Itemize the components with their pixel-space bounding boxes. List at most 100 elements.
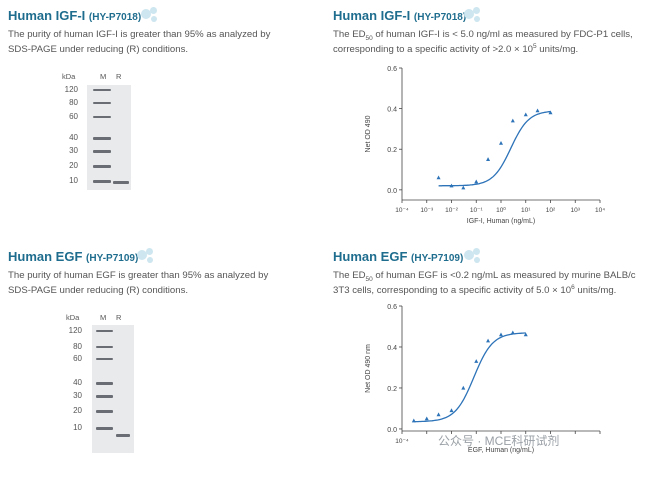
desc-text: 3T3 cells, corresponding to a specific a… bbox=[333, 285, 572, 296]
marker-label: 60 bbox=[73, 354, 82, 363]
data-point bbox=[436, 175, 441, 180]
desc-text: units/mg. bbox=[574, 285, 617, 296]
x-axis-label: EGF, Human (ng/mL) bbox=[468, 447, 534, 454]
desc-line: SDS-PAGE under reducing (R) conditions. bbox=[8, 285, 189, 296]
desc-text: of human IGF-I is < 5.0 ng/ml as measure… bbox=[372, 29, 633, 40]
egf-purity-title: Human EGF (HY-P7109) bbox=[8, 249, 138, 264]
igf-purity-description: The purity of human IGF-I is greater tha… bbox=[8, 27, 308, 57]
data-point bbox=[523, 112, 528, 117]
data-point bbox=[523, 332, 528, 337]
marker-label: 120 bbox=[64, 85, 78, 94]
data-point bbox=[474, 359, 479, 363]
catalog-number: (HY-P7018) bbox=[413, 12, 467, 23]
desc-sup: 6 bbox=[571, 283, 575, 291]
desc-text: units/mg. bbox=[536, 44, 579, 55]
title-text: Human IGF-I bbox=[8, 8, 86, 23]
fit-curve bbox=[413, 332, 526, 423]
igf-activity-title: Human IGF-I (HY-P7018) bbox=[333, 8, 466, 23]
x-tick-label: 10⁻⁴ bbox=[395, 438, 409, 445]
data-point bbox=[510, 330, 515, 335]
title-text: Human IGF-I bbox=[333, 8, 411, 23]
x-tick-label: 10⁻⁴ bbox=[395, 207, 409, 214]
data-point bbox=[486, 338, 491, 343]
x-tick-label: 10⁻³ bbox=[420, 207, 434, 214]
x-tick-label: 10⁴ bbox=[595, 207, 605, 214]
desc-line: The purity of human IGF-I is greater tha… bbox=[8, 29, 271, 40]
egf-activity-description: The ED50 of human EGF is <0.2 ng/mL as m… bbox=[333, 268, 648, 298]
data-point bbox=[461, 385, 466, 390]
y-tick-label: 0.6 bbox=[387, 66, 397, 73]
bubbles-icon bbox=[137, 248, 157, 264]
desc-sub: 50 bbox=[365, 275, 373, 283]
x-axis-label: IGF-I, Human (ng/mL) bbox=[467, 218, 535, 225]
igf-activity-description: The ED50 of human IGF-I is < 5.0 ng/ml a… bbox=[333, 27, 648, 57]
data-point bbox=[474, 179, 479, 184]
x-tick-label: 10⁰ bbox=[496, 206, 506, 214]
x-tick-label: 10⁻¹ bbox=[470, 207, 484, 214]
y-axis-label: Net OD 490 bbox=[365, 115, 372, 152]
desc-sub: 50 bbox=[365, 34, 373, 42]
marker-label: 120 bbox=[68, 326, 82, 335]
desc-text: The ED bbox=[333, 29, 366, 40]
catalog-number: (HY-P7109) bbox=[86, 253, 139, 264]
marker-label: 20 bbox=[69, 161, 78, 170]
marker-label: 80 bbox=[73, 342, 82, 351]
marker-label: 80 bbox=[69, 98, 78, 107]
data-point bbox=[535, 108, 540, 113]
desc-text: corresponding to a specific activity of … bbox=[333, 44, 533, 55]
y-tick-label: 0.2 bbox=[387, 147, 397, 154]
data-point bbox=[461, 185, 466, 190]
egf-activity-title: Human EGF (HY-P7109) bbox=[333, 249, 463, 264]
y-tick-label: 0.4 bbox=[387, 345, 397, 352]
data-point bbox=[436, 412, 441, 417]
marker-label: 60 bbox=[69, 112, 78, 121]
y-tick-label: 0.4 bbox=[387, 107, 397, 114]
x-tick-label: 10¹ bbox=[521, 207, 531, 214]
bubbles-icon bbox=[141, 7, 161, 23]
catalog-number: (HY-P7018) bbox=[88, 12, 142, 23]
igf-purity-title: Human IGF-I (HY-P7018) bbox=[8, 8, 141, 23]
egf-purity-description: The purity of human EGF is greater than … bbox=[8, 268, 308, 298]
lane-m-label: M bbox=[100, 72, 107, 81]
data-point bbox=[449, 183, 454, 188]
y-tick-label: 0.6 bbox=[387, 304, 397, 311]
x-tick-label: 10² bbox=[546, 207, 556, 214]
y-tick-label: 0.0 bbox=[387, 188, 397, 195]
desc-sup: 5 bbox=[532, 42, 537, 50]
data-point bbox=[499, 332, 503, 337]
bubbles-icon bbox=[464, 7, 484, 23]
bubbles-icon bbox=[464, 248, 484, 264]
marker-label: 30 bbox=[69, 146, 78, 155]
lane-m-label: M bbox=[100, 313, 107, 322]
data-point bbox=[424, 416, 429, 421]
data-point bbox=[449, 408, 454, 413]
marker-label: 30 bbox=[73, 391, 82, 400]
x-tick-label: 10³ bbox=[571, 207, 581, 214]
x-tick-label: 10⁻² bbox=[445, 207, 459, 214]
marker-label: 40 bbox=[73, 378, 82, 387]
marker-label: 10 bbox=[73, 423, 82, 432]
catalog-number: (HY-P7109) bbox=[411, 253, 464, 264]
desc-text: of human EGF is <0.2 ng/mL as measured b… bbox=[372, 270, 636, 281]
y-tick-label: 0.0 bbox=[387, 427, 397, 434]
chart-svg: 0.0 0.2 0.4 0.6 10⁻⁴ 10⁻³ 10⁻² 10⁻¹ 10⁰ 10¹ 10² 10³… bbox=[365, 66, 605, 225]
igf-dose-response-chart: 0.0 0.2 0.4 0.6 10⁻⁴ 10⁻³ 10⁻² 10⁻¹ 10⁰ 10¹ 10² 10³… bbox=[360, 60, 620, 237]
title-text: Human EGF bbox=[8, 249, 83, 264]
marker-label: 40 bbox=[69, 133, 78, 142]
lane-r-label: R bbox=[116, 313, 122, 322]
egf-dose-response-chart: 0.0 0.2 0.4 0.6 10⁻⁴ EGF, Human (ng/mL) Net OD… bbox=[360, 300, 620, 465]
watermark: 公众号 · MCE科研试剂 bbox=[438, 434, 560, 448]
data-point bbox=[499, 140, 503, 145]
data-point bbox=[411, 418, 416, 423]
kda-label: kDa bbox=[62, 72, 76, 81]
data-point bbox=[510, 118, 515, 123]
lane-r-label: R bbox=[116, 72, 122, 81]
data-point bbox=[486, 157, 491, 161]
kda-label: kDa bbox=[66, 313, 80, 322]
y-tick-label: 0.2 bbox=[387, 386, 397, 393]
marker-label: 10 bbox=[69, 176, 78, 185]
marker-label: 20 bbox=[73, 406, 82, 415]
desc-line: The purity of human EGF is greater than … bbox=[8, 270, 269, 281]
desc-text: The ED bbox=[333, 270, 366, 281]
data-point bbox=[548, 110, 553, 115]
